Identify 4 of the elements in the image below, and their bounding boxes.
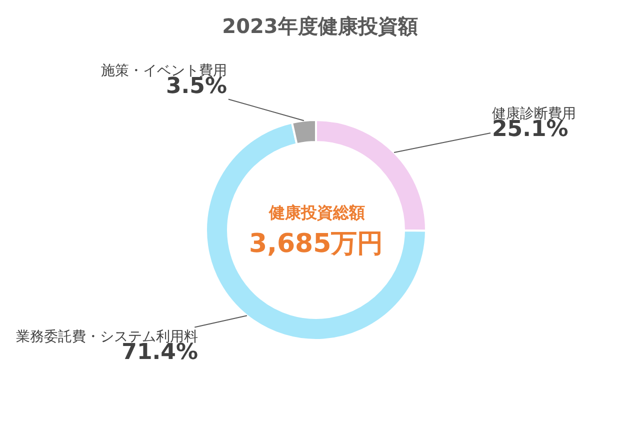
donut-slice (205, 122, 427, 341)
text: 3,685万円 (249, 229, 384, 259)
chart-title: 2023年度健康投資額 (222, 14, 418, 38)
text: 健康投資総額 (268, 203, 365, 222)
